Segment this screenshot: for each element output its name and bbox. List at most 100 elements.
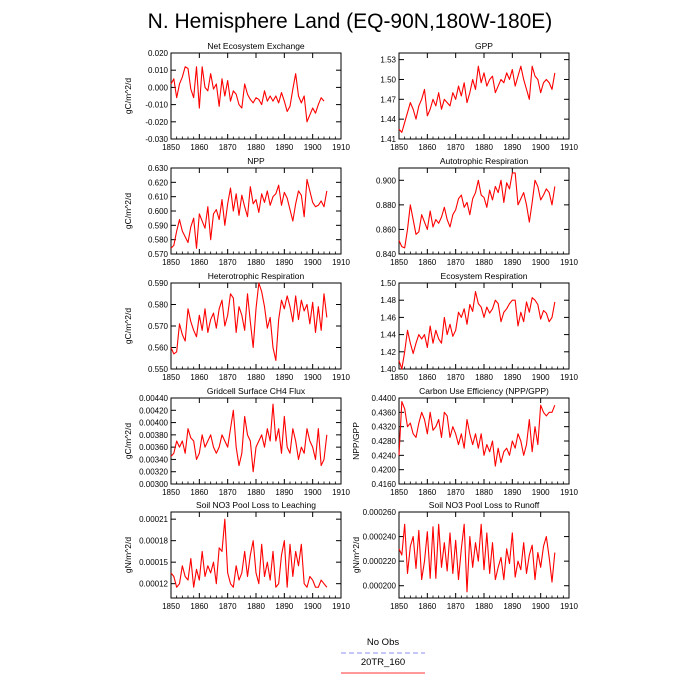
panel-title: Soil NO3 Pool Loss to Leaching bbox=[196, 500, 316, 510]
y-tick-label: 0.00380 bbox=[139, 431, 168, 440]
y-tick-label: 0.00021 bbox=[139, 515, 168, 524]
x-tick-label: 1910 bbox=[332, 258, 350, 267]
panel-title: Soil NO3 Pool Loss to Runoff bbox=[429, 500, 540, 510]
y-axis-label: NPP/GPP bbox=[351, 422, 361, 460]
panel-8: Carbon Use Efficiency (NPP/GPP) NPP/GPP 18… bbox=[351, 386, 578, 497]
x-tick-label: 1890 bbox=[275, 258, 293, 267]
x-tick-label: 1890 bbox=[275, 488, 293, 497]
y-axis-label: gC/m^2/d bbox=[123, 423, 133, 459]
x-tick-label: 1860 bbox=[190, 373, 208, 382]
y-tick-label: 1.42 bbox=[380, 348, 396, 357]
y-tick-label: 0.4240 bbox=[372, 451, 397, 460]
panel-3: NPP gC/m^2/d 1850 1860 1870 1880 1890 1900 1910 0… bbox=[123, 156, 350, 267]
y-tick-label: 0.00440 bbox=[139, 394, 168, 403]
figure-title: N. Hemisphere Land (EQ-90N,180W-180E) bbox=[148, 10, 553, 33]
panel-9: Soil NO3 Pool Loss to Leaching gN/m^2/d 18… bbox=[123, 500, 350, 611]
x-tick-label: 1900 bbox=[532, 373, 550, 382]
y-tick-label: 0.560 bbox=[148, 344, 169, 353]
y-axis-label: gC/m^2/d bbox=[123, 193, 133, 229]
x-tick-label: 1890 bbox=[503, 373, 521, 382]
x-tick-label: 1890 bbox=[503, 143, 521, 152]
y-tick-label: 0.00018 bbox=[139, 537, 168, 546]
x-tick-label: 1880 bbox=[247, 373, 265, 382]
y-axis-label: gC/m^2/d bbox=[123, 78, 133, 114]
panel-4: Autotrophic Respiration 1850 1860 1870 1880 1… bbox=[376, 156, 578, 267]
plot-frame bbox=[398, 282, 570, 370]
x-tick-label: 1860 bbox=[418, 258, 436, 267]
series-line-20tr-160 bbox=[398, 401, 556, 467]
y-tick-label: 1.44 bbox=[380, 115, 396, 124]
panel-title: NPP bbox=[247, 156, 265, 166]
y-tick-label: 0.4280 bbox=[372, 437, 397, 446]
panel-5: Heterotrophic Respiration gC/m^2/d 1850 186… bbox=[123, 271, 350, 382]
x-tick-label: 1850 bbox=[390, 258, 408, 267]
y-tick-label: 0.00400 bbox=[139, 419, 168, 428]
y-tick-label: 0.00320 bbox=[139, 468, 168, 477]
y-tick-label: 0.4360 bbox=[372, 408, 397, 417]
x-tick-label: 1890 bbox=[275, 143, 293, 152]
x-tick-label: 1880 bbox=[475, 143, 493, 152]
x-tick-label: 1910 bbox=[560, 602, 578, 611]
x-tick-label: 1890 bbox=[275, 373, 293, 382]
y-tick-label: 0.00300 bbox=[139, 480, 168, 489]
x-tick-label: 1910 bbox=[560, 488, 578, 497]
series-line-20tr-160 bbox=[170, 66, 325, 123]
panel-title: Ecosystem Respiration bbox=[441, 271, 528, 281]
y-axis-label: gN/m^2/d bbox=[123, 537, 133, 573]
x-tick-label: 1900 bbox=[532, 258, 550, 267]
y-tick-label: 0.590 bbox=[148, 279, 169, 288]
x-tick-label: 1860 bbox=[190, 602, 208, 611]
plot-frame bbox=[170, 52, 342, 140]
x-tick-label: 1850 bbox=[162, 602, 180, 611]
y-tick-label: 1.40 bbox=[380, 365, 396, 374]
x-tick-label: 1860 bbox=[418, 602, 436, 611]
legend-label-20tr-160: 20TR_160 bbox=[361, 657, 405, 668]
x-tick-label: 1900 bbox=[304, 258, 322, 267]
x-tick-label: 1900 bbox=[304, 602, 322, 611]
panel-title: Net Ecosystem Exchange bbox=[207, 41, 305, 51]
x-tick-label: 1870 bbox=[219, 373, 237, 382]
series-line-20tr-160 bbox=[398, 65, 556, 133]
x-tick-label: 1850 bbox=[162, 143, 180, 152]
plot-frame bbox=[398, 52, 570, 140]
x-tick-label: 1910 bbox=[332, 602, 350, 611]
series-line-20tr-160 bbox=[398, 172, 556, 249]
x-tick-label: 1910 bbox=[332, 488, 350, 497]
x-tick-label: 1910 bbox=[560, 373, 578, 382]
x-tick-label: 1900 bbox=[304, 373, 322, 382]
x-tick-label: 1850 bbox=[162, 488, 180, 497]
series-line-20tr-160 bbox=[170, 282, 328, 361]
y-tick-label: 0.600 bbox=[148, 207, 169, 216]
x-tick-label: 1850 bbox=[390, 143, 408, 152]
panel-title: Carbon Use Efficiency (NPP/GPP) bbox=[419, 386, 549, 396]
panel-title: Heterotrophic Respiration bbox=[208, 271, 305, 281]
plot-frame bbox=[170, 397, 342, 485]
y-tick-label: -0.030 bbox=[145, 135, 168, 144]
y-tick-label: 0.00340 bbox=[139, 455, 168, 464]
y-tick-label: 0.860 bbox=[376, 225, 397, 234]
x-tick-label: 1860 bbox=[190, 258, 208, 267]
y-tick-label: 1.46 bbox=[380, 313, 396, 322]
y-tick-label: 0.020 bbox=[148, 49, 169, 58]
series-line-20tr-160 bbox=[170, 403, 328, 473]
y-tick-label: -0.010 bbox=[145, 101, 168, 110]
panel-title: Autotrophic Respiration bbox=[440, 156, 529, 166]
legend-label-no-obs: No Obs bbox=[367, 637, 399, 648]
y-tick-label: 1.47 bbox=[380, 95, 396, 104]
x-tick-label: 1880 bbox=[247, 143, 265, 152]
x-tick-label: 1850 bbox=[162, 373, 180, 382]
x-tick-label: 1910 bbox=[560, 258, 578, 267]
y-tick-label: 0.000240 bbox=[363, 533, 397, 542]
x-tick-label: 1890 bbox=[503, 488, 521, 497]
y-tick-label: 0.4320 bbox=[372, 423, 397, 432]
y-tick-label: 0.4160 bbox=[372, 480, 397, 489]
x-tick-label: 1870 bbox=[219, 602, 237, 611]
y-tick-label: 0.00360 bbox=[139, 443, 168, 452]
x-tick-label: 1870 bbox=[447, 258, 465, 267]
y-tick-label: 0.000 bbox=[148, 83, 169, 92]
panel-2: GPP 1850 1860 1870 1880 1890 1900 1910 1.53 1.50 1… bbox=[380, 41, 578, 152]
y-tick-label: 0.570 bbox=[148, 322, 169, 331]
y-tick-label: 0.900 bbox=[376, 176, 397, 185]
x-tick-label: 1870 bbox=[447, 143, 465, 152]
y-tick-label: -0.020 bbox=[145, 118, 168, 127]
